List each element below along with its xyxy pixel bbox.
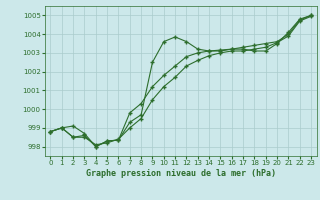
X-axis label: Graphe pression niveau de la mer (hPa): Graphe pression niveau de la mer (hPa)	[86, 169, 276, 178]
